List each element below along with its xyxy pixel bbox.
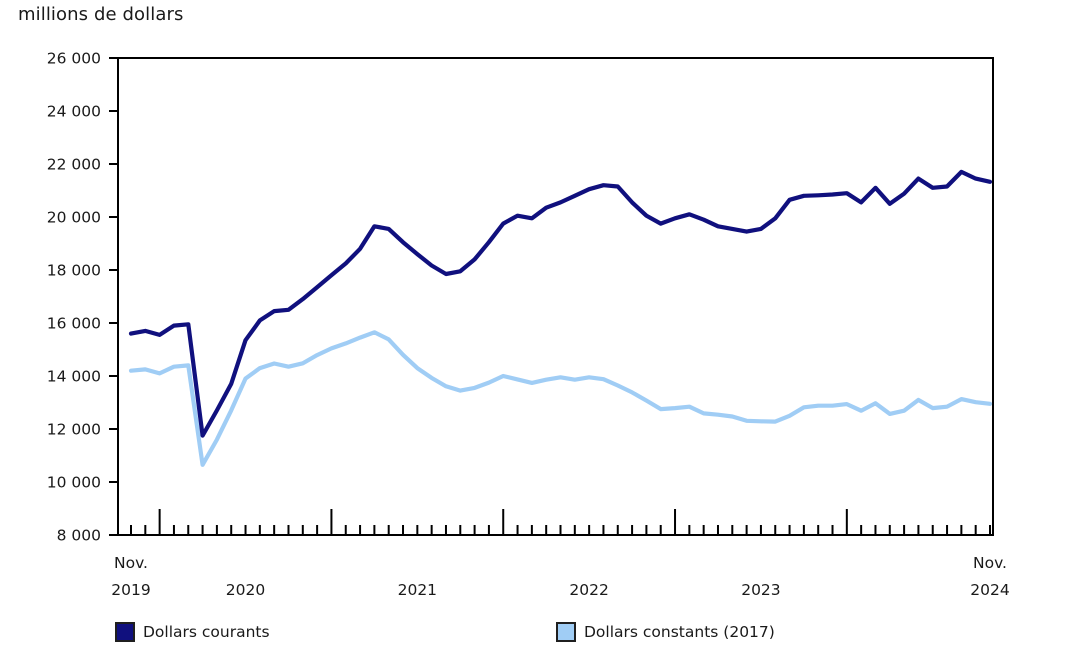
y-axis-tick-label: 14 000 <box>47 368 101 386</box>
series-line-dollars-constants-2017 <box>128 330 993 467</box>
x-axis-label-year: 2022 <box>569 581 608 599</box>
y-axis-tick-label: 18 000 <box>47 262 101 280</box>
legend-swatch-dollars-courants <box>115 622 135 642</box>
legend-item-dollars-courants: Dollars courants <box>115 620 270 644</box>
y-axis-tick-label: 10 000 <box>47 474 101 492</box>
y-axis-tick-label: 8 000 <box>57 527 101 545</box>
x-axis-label-year: 2020 <box>226 581 265 599</box>
y-axis-tick-label: 24 000 <box>47 103 101 121</box>
plot-frame <box>117 57 994 536</box>
chart-title: millions de dollars <box>18 4 184 25</box>
x-axis-label-year: 2019 <box>111 581 150 599</box>
x-axis-label-year: 2023 <box>741 581 780 599</box>
y-axis-tick-label: 26 000 <box>47 50 101 68</box>
legend-item-dollars-constants: Dollars constants (2017) <box>556 620 775 644</box>
x-axis-label-month: Nov. <box>973 554 1007 572</box>
y-axis-tick-label: 22 000 <box>47 156 101 174</box>
y-axis-tick-label: 16 000 <box>47 315 101 333</box>
legend-label-dollars-constants: Dollars constants (2017) <box>584 623 775 641</box>
y-axis-tick-label: 12 000 <box>47 421 101 439</box>
x-axis-label-year: 2024 <box>970 581 1009 599</box>
legend-label-dollars-courants: Dollars courants <box>143 623 270 641</box>
y-axis-tick-label: 20 000 <box>47 209 101 227</box>
legend-swatch-dollars-constants <box>556 622 576 642</box>
x-axis-label-year: 2021 <box>398 581 437 599</box>
series-line-dollars-courants <box>128 169 993 438</box>
x-axis-label-month: Nov. <box>114 554 148 572</box>
